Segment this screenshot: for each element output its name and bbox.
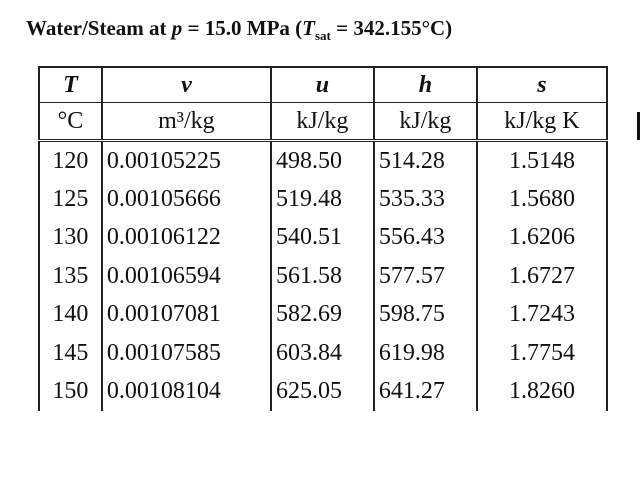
internal-energy-cell: 603.84: [269, 333, 375, 373]
title-p-value: = 15.0 MPa (: [182, 16, 303, 40]
unit-t: °C: [38, 102, 103, 142]
temperature-cell: 150: [38, 372, 103, 411]
table-row: 135 0.00106594 561.58 577.57 1.6727: [38, 257, 608, 296]
specific-volume-cell: 0.00105666: [100, 180, 272, 219]
unit-u: kJ/kg: [269, 102, 375, 142]
entropy-cell: 1.5680: [475, 180, 608, 219]
table-row: 150 0.00108104 625.05 641.27 1.8260: [38, 372, 608, 411]
title-tsat-value: = 342.155°C): [330, 16, 453, 40]
enthalpy-cell: 577.57: [372, 257, 478, 296]
specific-volume-cell: 0.00105225: [100, 140, 272, 181]
internal-energy-cell: 582.69: [269, 295, 375, 334]
specific-volume-cell: 0.00108104: [100, 372, 272, 411]
title-tsat-sub: sat: [314, 28, 331, 44]
enthalpy-cell: 619.98: [372, 333, 478, 373]
header-symbol-row: T v u h s: [38, 66, 608, 103]
table-title: Water/Steam at p = 15.0 MPa (Tsat = 342.…: [26, 16, 452, 44]
entropy-cell: 1.5148: [475, 140, 608, 181]
table-row: 145 0.00107585 603.84 619.98 1.7754: [38, 333, 608, 373]
entropy-cell: 1.7243: [475, 295, 608, 334]
header-u: u: [269, 66, 375, 103]
table-row: 120 0.00105225 498.50 514.28 1.5148: [38, 140, 608, 181]
temperature-cell: 145: [38, 333, 103, 373]
table-row: 125 0.00105666 519.48 535.33 1.5680: [38, 180, 608, 219]
edge-marker: [637, 112, 640, 140]
table-row: 140 0.00107081 582.69 598.75 1.7243: [38, 295, 608, 334]
header-unit-row: °C m³/kg kJ/kg kJ/kg kJ/kg K: [38, 102, 608, 142]
specific-volume-cell: 0.00107081: [100, 295, 272, 334]
temperature-cell: 130: [38, 218, 103, 258]
internal-energy-cell: 625.05: [269, 372, 375, 411]
specific-volume-cell: 0.00106122: [100, 218, 272, 258]
temperature-cell: 140: [38, 295, 103, 334]
header-t: T: [38, 66, 103, 103]
title-prefix: Water/Steam at: [26, 16, 172, 40]
entropy-cell: 1.7754: [475, 333, 608, 373]
temperature-cell: 125: [38, 180, 103, 219]
header-v: v: [100, 66, 272, 103]
specific-volume-cell: 0.00106594: [100, 257, 272, 296]
enthalpy-cell: 535.33: [372, 180, 478, 219]
steam-table-container: T v u h s °C m³/kg kJ/kg kJ/kg kJ/kg K 1…: [38, 66, 608, 424]
header-h: h: [372, 66, 478, 103]
enthalpy-cell: 556.43: [372, 218, 478, 258]
title-p-symbol: p: [171, 16, 183, 40]
unit-h: kJ/kg: [372, 102, 478, 142]
enthalpy-cell: 598.75: [372, 295, 478, 334]
enthalpy-cell: 514.28: [372, 140, 478, 181]
title-tsat-symbol: T: [302, 16, 315, 40]
internal-energy-cell: 498.50: [269, 140, 375, 181]
internal-energy-cell: 561.58: [269, 257, 375, 296]
entropy-cell: 1.6727: [475, 257, 608, 296]
table-row: 130 0.00106122 540.51 556.43 1.6206: [38, 218, 608, 258]
entropy-cell: 1.6206: [475, 218, 608, 258]
header-s: s: [475, 66, 608, 103]
temperature-cell: 135: [38, 257, 103, 296]
enthalpy-cell: 641.27: [372, 372, 478, 411]
internal-energy-cell: 519.48: [269, 180, 375, 219]
specific-volume-cell: 0.00107585: [100, 333, 272, 373]
steam-table: T v u h s °C m³/kg kJ/kg kJ/kg kJ/kg K 1…: [38, 66, 608, 411]
temperature-cell: 120: [38, 140, 103, 181]
unit-v: m³/kg: [100, 102, 272, 142]
table-body: 120 0.00105225 498.50 514.28 1.5148 125 0.0010…: [38, 140, 608, 411]
unit-s: kJ/kg K: [475, 102, 608, 142]
entropy-cell: 1.8260: [475, 372, 608, 411]
internal-energy-cell: 540.51: [269, 218, 375, 258]
